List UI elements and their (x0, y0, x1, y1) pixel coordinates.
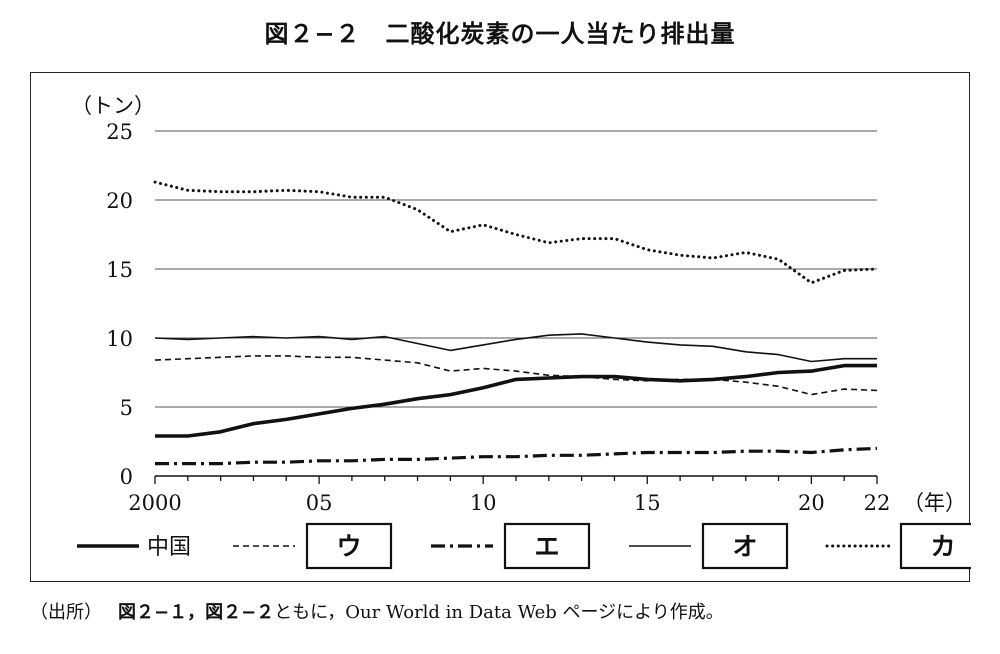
legend-box-2 (305, 522, 393, 570)
legend-box-5 (899, 522, 971, 570)
source-note: （出所） 図２−１，図２−２ともに，Our World in Data Web ペ… (30, 598, 724, 624)
x-tick-label-05: 05 (306, 491, 333, 515)
source-text: ともに，Our World in Data Web ページにより作成。 (274, 602, 724, 623)
y-tick-label-10: 10 (106, 327, 133, 351)
y-tick-label-15: 15 (106, 258, 133, 282)
line-chart: 0510152025（トン）2000 05 10 15 20 22 （年） 中国ウエオカ (71, 94, 971, 570)
chart-title: 図２−２ 二酸化炭素の一人当たり排出量 (264, 20, 736, 48)
series-line-5 (153, 180, 879, 285)
series-line-4 (154, 333, 877, 363)
x-axis-unit: （年） (903, 491, 966, 515)
series-line-2 (154, 355, 878, 396)
series-line-3 (155, 446, 878, 466)
x-tick-label-22: 22 (864, 491, 891, 515)
legend-label-4: オ (732, 532, 757, 561)
legend-box-4 (701, 522, 789, 570)
y-tick-label-20: 20 (106, 189, 133, 213)
legend-label-3: エ (534, 532, 559, 561)
source-refs: 図２−１，図２−２ (118, 602, 275, 623)
y-tick-label-25: 25 (106, 120, 133, 144)
x-tick-label-2000: 2000 (128, 491, 181, 515)
legend: 中国 ウ エ オ カ (77, 522, 971, 570)
series-line-1 (155, 363, 877, 438)
legend-label-2: ウ (336, 532, 361, 561)
y-tick-label-0: 0 (120, 465, 133, 489)
series-lines (153, 180, 879, 466)
x-tick-label-20: 20 (798, 491, 825, 515)
y-axis-label: （トン） (71, 94, 155, 118)
legend-box-3 (503, 522, 591, 570)
legend-label-1: 中国 (147, 535, 191, 560)
legend-label-5: カ (930, 532, 955, 561)
gridlines (155, 130, 877, 408)
x-tick-label-15: 15 (634, 491, 661, 515)
y-tick-label-5: 5 (120, 396, 133, 420)
source-label: （出所） (30, 602, 102, 623)
chart-frame: 0 5 10 15 20 25 （トン） 2000 05 10 15 20 22 （年） 中国ウエオカ (30, 72, 971, 582)
x-tick-label-10: 10 (470, 491, 497, 515)
